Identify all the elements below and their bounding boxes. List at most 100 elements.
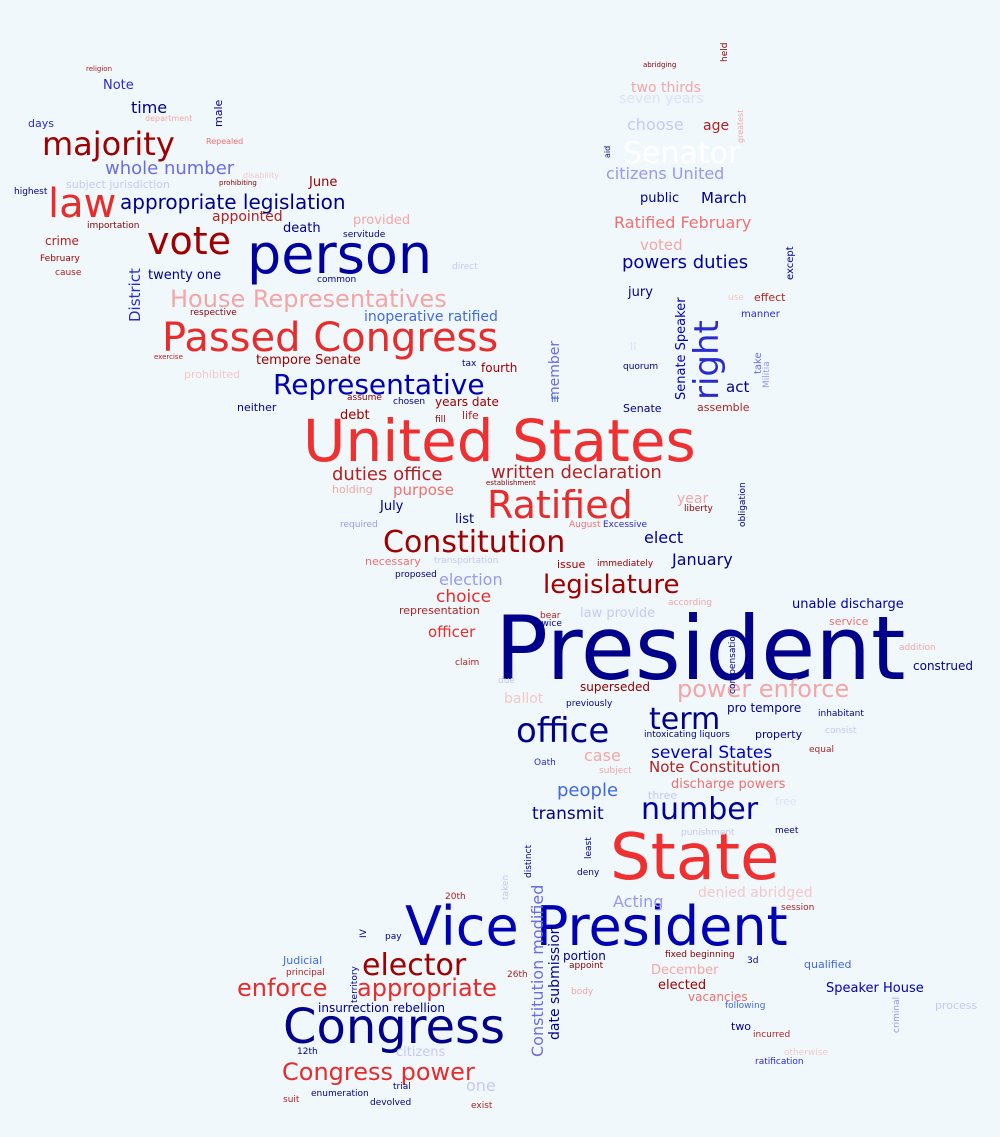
cloud-word: representation <box>399 604 480 617</box>
cloud-word: elected <box>658 978 707 993</box>
cloud-word: fourth <box>481 361 518 375</box>
cloud-word: officer <box>428 623 476 641</box>
cloud-word: twenty one <box>148 268 222 283</box>
cloud-word: criminal <box>892 996 902 1033</box>
cloud-word: time <box>131 98 168 117</box>
cloud-word: power enforce <box>677 675 850 703</box>
cloud-word: held <box>720 42 730 62</box>
cloud-word: vote <box>147 219 232 263</box>
cloud-word: legislature <box>543 570 680 600</box>
cloud-word: use <box>728 293 744 303</box>
cloud-word: session <box>781 903 815 913</box>
cloud-word: incurred <box>753 1030 791 1040</box>
cloud-word: public <box>640 191 680 206</box>
cloud-word: chosen <box>393 397 426 407</box>
cloud-word: two <box>731 1020 752 1033</box>
cloud-word: August <box>569 520 601 530</box>
cloud-word: fill <box>435 415 446 425</box>
cloud-word: year <box>677 491 709 507</box>
cloud-word: neither <box>237 401 277 414</box>
cloud-word: IV <box>359 929 369 938</box>
cloud-word: previously <box>566 699 613 709</box>
cloud-word: Congress power <box>282 1058 475 1086</box>
cloud-word: Ratified February <box>614 213 752 232</box>
cloud-word: ballot <box>504 691 544 707</box>
cloud-word: respective <box>190 308 237 318</box>
cloud-word: highest <box>14 187 48 197</box>
cloud-word: meet <box>775 826 799 836</box>
cloud-word: trial <box>393 1082 411 1092</box>
cloud-word: Ratified <box>487 483 633 527</box>
cloud-word: taken <box>501 874 511 900</box>
cloud-word: duties office <box>332 464 443 485</box>
cloud-word: required <box>340 520 378 530</box>
cloud-word: choice <box>436 587 492 607</box>
cloud-word: immediately <box>597 559 654 569</box>
cloud-word: Senator <box>623 136 741 171</box>
cloud-word: distinct <box>524 844 534 878</box>
cloud-word: assemble <box>697 401 750 414</box>
cloud-word: citizens <box>396 1045 446 1060</box>
cloud-word: property <box>755 728 803 741</box>
cloud-word: compensation <box>728 630 738 694</box>
cloud-word: Militia <box>762 361 772 388</box>
cloud-word: State <box>610 821 780 895</box>
cloud-word: free <box>775 795 797 808</box>
cloud-word: person <box>247 223 433 286</box>
cloud-word: Senate Speaker <box>674 297 689 400</box>
cloud-word: number <box>641 792 759 827</box>
cloud-word: male <box>212 99 225 127</box>
cloud-word: case <box>584 746 621 765</box>
cloud-word: manner <box>741 309 780 320</box>
cloud-word: debt <box>340 408 370 423</box>
cloud-word: prohibited <box>184 368 241 381</box>
cloud-word: transmit <box>532 804 604 824</box>
cloud-word: years date <box>435 395 499 409</box>
cloud-word: term <box>649 702 721 737</box>
cloud-word: appropriate legislation <box>120 190 346 214</box>
cloud-word: Speaker House <box>826 981 924 996</box>
cloud-word: III <box>551 395 559 405</box>
cloud-word: service <box>829 615 869 628</box>
cloud-word: inoperative ratified <box>364 309 498 325</box>
cloud-word: two thirds <box>631 80 701 96</box>
cloud-word: II <box>630 340 637 353</box>
cloud-word: Note Constitution <box>649 758 781 776</box>
cloud-word: people <box>557 780 619 801</box>
cloud-word: subject <box>599 766 632 776</box>
cloud-word: choose <box>627 115 684 134</box>
cloud-word: superseded <box>580 680 651 694</box>
cloud-word: Representative <box>273 368 485 401</box>
cloud-word: crime <box>45 234 79 248</box>
cloud-word: otherwise <box>784 1048 829 1058</box>
cloud-word: body <box>571 987 594 997</box>
cloud-word: proposed <box>395 570 437 580</box>
cloud-word: Excessive <box>603 520 648 530</box>
cloud-word: whole number <box>105 158 235 179</box>
cloud-word: Passed Congress <box>162 315 499 361</box>
cloud-word: 20th <box>445 892 466 902</box>
cloud-word: cause <box>55 268 82 278</box>
cloud-word: necessary <box>365 555 421 568</box>
cloud-word: June <box>309 175 338 190</box>
cloud-word: twice <box>538 619 562 629</box>
cloud-word: quorum <box>623 362 659 372</box>
cloud-word: Note <box>103 78 134 93</box>
cloud-word: President <box>495 597 906 700</box>
cloud-word: Congress <box>283 999 505 1055</box>
cloud-word: department <box>145 114 193 123</box>
cloud-word: days <box>28 117 54 130</box>
cloud-word: equal <box>809 745 834 755</box>
cloud-word: appropriate <box>357 974 497 1002</box>
cloud-word: Constitution modified <box>528 884 547 1057</box>
cloud-word: holding <box>332 483 373 496</box>
cloud-word: three <box>648 789 678 802</box>
cloud-word: Acting <box>613 892 664 911</box>
cloud-word: voted <box>640 236 683 254</box>
cloud-word: written declaration <box>491 462 662 483</box>
cloud-word: tax <box>462 359 477 369</box>
cloud-word: February <box>40 254 80 264</box>
cloud-word: Repealed <box>206 137 244 146</box>
cloud-word: ratification <box>755 1057 804 1067</box>
cloud-word: denied abridged <box>698 885 813 901</box>
